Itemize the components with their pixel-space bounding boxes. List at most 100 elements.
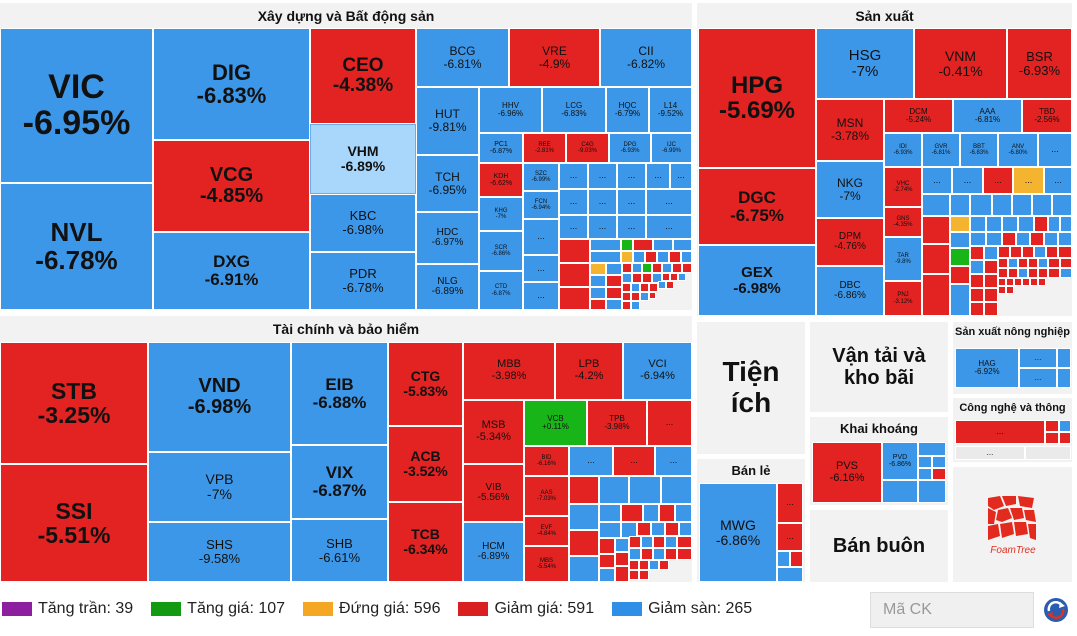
- stock-cell-mbb[interactable]: MBB -3.98%: [463, 342, 555, 400]
- more-cell[interactable]: ...: [617, 163, 646, 189]
- more-cell[interactable]: ...: [569, 446, 613, 476]
- stock-cell-mwg[interactable]: MWG -6.86%: [699, 483, 777, 582]
- stock-cell-vci[interactable]: VCI -6.94%: [623, 342, 692, 400]
- stock-cell-kbc[interactable]: KBC -6.98%: [310, 194, 416, 252]
- stock-cell-tch[interactable]: TCH -6.95%: [416, 155, 479, 212]
- more-cell[interactable]: ...: [646, 189, 692, 215]
- stock-cell-pc1[interactable]: PC1 -6.87%: [479, 133, 523, 163]
- stock-cell-pvd[interactable]: PVD -6.86%: [882, 442, 918, 480]
- more-cell[interactable]: ...: [646, 215, 692, 239]
- more-cell[interactable]: [918, 468, 932, 480]
- stock-cell-tbd[interactable]: TBD -2.56%: [1022, 99, 1072, 133]
- more-cell[interactable]: ...: [523, 255, 559, 282]
- stock-cell-vcb[interactable]: VCB +0.11%: [524, 400, 587, 446]
- stock-cell-pnj[interactable]: PNJ -3.12%: [884, 281, 922, 316]
- more-cell[interactable]: ...: [617, 189, 646, 215]
- stock-cell-vcg[interactable]: VCG -4.85%: [153, 140, 310, 232]
- stock-cell-ctg[interactable]: CTG -5.83%: [388, 342, 463, 426]
- more-cell[interactable]: ...: [670, 163, 692, 189]
- stock-cell-gvr[interactable]: GVR -6.81%: [922, 133, 960, 167]
- stock-cell-vic[interactable]: VIC -6.95%: [0, 28, 153, 183]
- more-cell[interactable]: ...: [1038, 133, 1072, 167]
- stock-cell-kdh[interactable]: KDH -6.62%: [479, 163, 523, 197]
- stock-cell-vhm[interactable]: VHM -6.89%: [310, 124, 416, 194]
- stock-cell-pvs[interactable]: PVS -6.16%: [812, 442, 882, 503]
- stock-cell-szc[interactable]: SZC -6.99%: [523, 163, 559, 191]
- stock-cell-aaa[interactable]: AAA -6.81%: [953, 99, 1022, 133]
- stock-cell-dig[interactable]: DIG -6.83%: [153, 28, 310, 140]
- more-cell[interactable]: [932, 468, 946, 480]
- more-cell[interactable]: ...: [1019, 368, 1057, 388]
- stock-cell-gns[interactable]: GNS -4.35%: [884, 207, 922, 237]
- stock-cell-ree[interactable]: REE -2.81%: [523, 133, 566, 163]
- stock-cell-nkg[interactable]: NKG -7%: [816, 161, 884, 218]
- stock-cell-vhc[interactable]: VHC -2.74%: [884, 167, 922, 207]
- stock-cell-evf[interactable]: EVF -4.84%: [524, 516, 569, 546]
- stock-cell-anv[interactable]: ANV -6.80%: [998, 133, 1038, 167]
- stock-cell-hsg[interactable]: HSG -7%: [816, 28, 914, 99]
- sector-panel-transport[interactable]: Vận tải và kho bãi: [810, 322, 948, 412]
- stock-cell-bbt[interactable]: BBT -6.83%: [960, 133, 998, 167]
- stock-cell-tar[interactable]: TAR -9.8%: [884, 237, 922, 281]
- more-cell[interactable]: ...: [613, 446, 655, 476]
- more-cell[interactable]: ...: [588, 215, 617, 239]
- more-cell[interactable]: ...: [777, 483, 803, 523]
- sector-panel-wholesale[interactable]: Bán buôn: [810, 510, 948, 582]
- stock-cell-bsr[interactable]: BSR -6.93%: [1007, 28, 1072, 99]
- refresh-icon[interactable]: [1043, 597, 1069, 623]
- stock-cell-hhv[interactable]: HHV -6.96%: [479, 87, 542, 133]
- more-cell[interactable]: [777, 551, 790, 567]
- stock-cell-ijc[interactable]: IJC -6.99%: [651, 133, 692, 163]
- more-cell[interactable]: ...: [955, 446, 1025, 460]
- more-cell[interactable]: [1059, 432, 1071, 444]
- stock-cell-dcm[interactable]: DCM -5.24%: [884, 99, 953, 133]
- stock-cell-eib[interactable]: EIB -6.88%: [291, 342, 388, 445]
- stock-cell-hcm[interactable]: HCM -6.89%: [463, 522, 524, 582]
- stock-cell-bcg[interactable]: BCG -6.81%: [416, 28, 509, 87]
- stock-cell-hag[interactable]: HAG -6.92%: [955, 348, 1019, 388]
- stock-cell-tpb[interactable]: TPB -3.98%: [587, 400, 647, 446]
- more-cell[interactable]: ...: [646, 163, 670, 189]
- more-cell[interactable]: [1045, 420, 1059, 432]
- stock-cell-khg[interactable]: KHG -7%: [479, 197, 523, 231]
- more-cell[interactable]: [918, 442, 946, 456]
- stock-cell-dgc[interactable]: DGC -6.75%: [698, 168, 816, 245]
- stock-cell-dxg[interactable]: DXG -6.91%: [153, 232, 310, 310]
- stock-cell-vnm[interactable]: VNM -0.41%: [914, 28, 1007, 99]
- more-cell[interactable]: [1025, 446, 1071, 460]
- more-cell[interactable]: ...: [559, 163, 588, 189]
- more-cell[interactable]: ...: [523, 219, 559, 255]
- stock-cell-vib[interactable]: VIB -5.56%: [463, 464, 524, 522]
- stock-cell-scr[interactable]: SCR -6.86%: [479, 231, 523, 271]
- more-cell[interactable]: [1057, 368, 1071, 388]
- stock-cell-ceo[interactable]: CEO -4.38%: [310, 28, 416, 124]
- stock-cell-shb[interactable]: SHB -6.61%: [291, 519, 388, 582]
- more-cell[interactable]: ...: [588, 163, 617, 189]
- more-cell[interactable]: [1059, 420, 1071, 432]
- stock-cell-tcb[interactable]: TCB -6.34%: [388, 502, 463, 582]
- stock-cell-dpg[interactable]: DPG -6.93%: [609, 133, 651, 163]
- stock-cell-hpg[interactable]: HPG -5.69%: [698, 28, 816, 168]
- stock-cell-mbs[interactable]: MBS -5.54%: [524, 546, 569, 582]
- more-cell[interactable]: ...: [1013, 167, 1044, 194]
- stock-cell-ctd[interactable]: CTD -6.87%: [479, 271, 523, 310]
- more-cell[interactable]: ...: [647, 400, 692, 446]
- more-cell[interactable]: ...: [983, 167, 1013, 194]
- more-cell[interactable]: ...: [955, 420, 1045, 444]
- stock-cell-stb[interactable]: STB -3.25%: [0, 342, 148, 464]
- more-cell[interactable]: ...: [777, 523, 803, 551]
- more-cell[interactable]: ...: [559, 215, 588, 239]
- more-cell[interactable]: ...: [1019, 348, 1057, 368]
- more-cell[interactable]: ...: [655, 446, 692, 476]
- more-cell[interactable]: ...: [559, 189, 588, 215]
- more-cell[interactable]: ...: [523, 282, 559, 310]
- more-cell[interactable]: [932, 456, 946, 468]
- stock-cell-l14[interactable]: L14 -9.52%: [649, 87, 692, 133]
- stock-cell-nvl[interactable]: NVL -6.78%: [0, 183, 153, 310]
- stock-cell-pdr[interactable]: PDR -6.78%: [310, 252, 416, 310]
- stock-cell-nlg[interactable]: NLG -6.89%: [416, 264, 479, 310]
- stock-cell-hqc[interactable]: HQC -6.79%: [606, 87, 649, 133]
- stock-cell-vpb[interactable]: VPB -7%: [148, 452, 291, 522]
- stock-cell-acb[interactable]: ACB -3.52%: [388, 426, 463, 502]
- stock-cell-shs[interactable]: SHS -9.58%: [148, 522, 291, 582]
